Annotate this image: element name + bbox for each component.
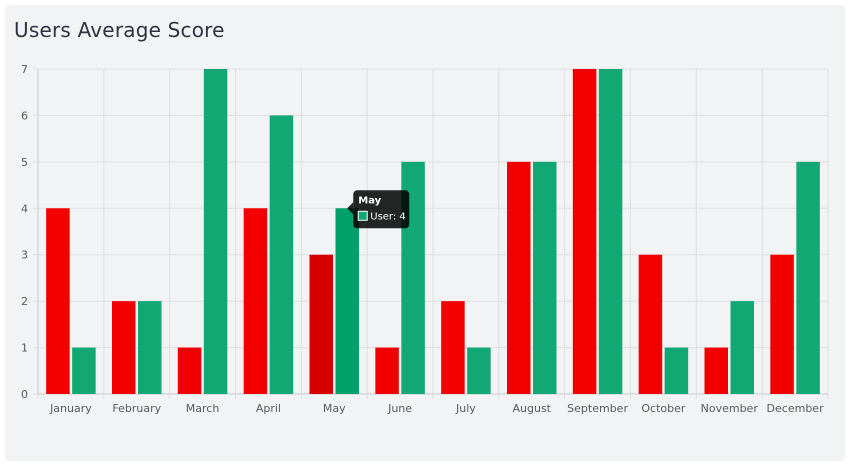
bar-series-1 [309,254,333,394]
x-tick-label: October [641,402,685,415]
bar-series-1 [572,69,597,394]
y-tick-label: 3 [21,249,28,262]
tooltip: May User: 4 [347,190,410,229]
bars [46,69,820,394]
x-tick-label: July [455,402,476,415]
bar-series-1 [112,301,136,394]
x-tick-label: March [186,402,220,415]
bar-series-2 [269,115,294,394]
tooltip-title: May [358,195,381,206]
bar-series-1 [375,347,399,394]
bar-series-2 [796,161,820,394]
tooltip-caret [347,202,354,215]
bar-series-1 [177,347,202,394]
tooltip-label: User: 4 [370,211,406,222]
grid [33,68,829,399]
chart-title: Users Average Score [14,18,225,42]
bar-series-2 [467,347,491,394]
y-tick-label: 4 [21,202,28,215]
bar-series-1 [441,301,465,394]
x-tick-label: November [701,402,759,415]
bar-series-1 [770,254,794,394]
bar-series-1 [46,208,70,394]
bar-series-2 [138,301,162,394]
x-tick-label: May [323,402,346,415]
y-tick-label: 0 [21,388,28,401]
x-tick-label: February [112,402,161,415]
bar-series-2 [203,69,228,394]
tooltip-color-swatch [357,210,368,221]
bar-series-2 [664,347,689,394]
y-tick-label: 2 [21,295,28,308]
bar-series-2 [335,208,359,394]
y-tick-label: 5 [21,156,28,169]
x-tick-label: April [256,402,281,415]
x-tick-label: December [767,402,825,415]
y-tick-label: 6 [21,109,28,122]
x-tick-label: August [513,402,552,415]
y-tick-label: 1 [21,342,28,355]
bar-series-1 [243,208,268,394]
bar-series-2 [730,301,754,394]
bar-series-1 [704,347,728,394]
y-axis: 0 1 2 3 4 5 6 7 [21,63,28,401]
bar-series-1 [638,254,663,394]
x-tick-label: January [49,402,92,415]
y-tick-label: 7 [21,63,28,76]
x-axis: January February March April May June July Augu… [49,402,824,415]
bar-series-2 [533,161,557,394]
bar-series-2 [72,347,96,394]
x-tick-label: September [567,402,628,415]
bar-series-1 [507,161,531,394]
x-tick-label: June [387,402,412,415]
bar-series-2 [598,69,623,394]
